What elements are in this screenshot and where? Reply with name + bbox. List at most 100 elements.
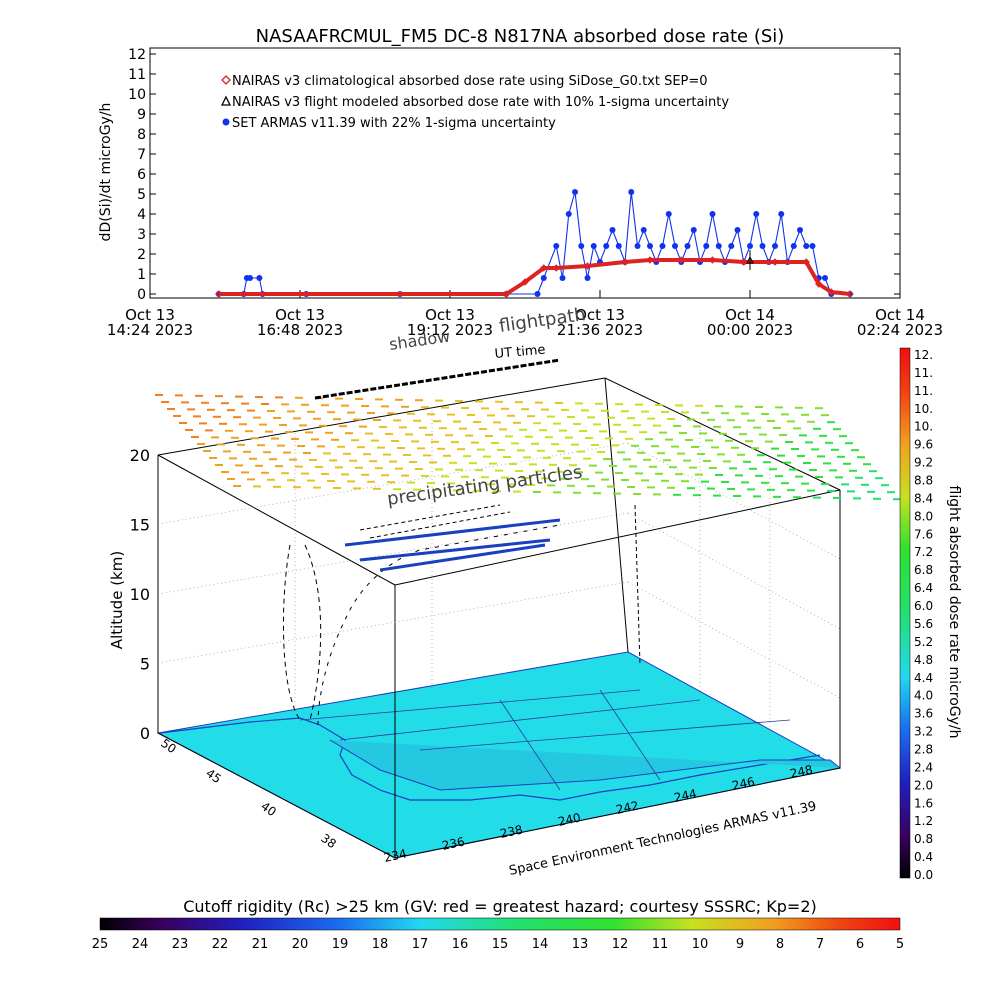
top-x-tick-label-day: Oct 14: [725, 306, 775, 324]
dose-colorbar-tick-label: 10.: [914, 402, 933, 416]
top-x-tick-label-time: 00:00 2023: [707, 321, 793, 339]
climatological-data-point: [521, 278, 529, 286]
cutoff-colorbar-tick-label: 8: [776, 937, 784, 952]
armas-data-point: [728, 243, 735, 249]
dose-colorbar-tick-label: 8.0: [914, 509, 933, 523]
chart-title: NASAAFRCMUL_FM5 DC-8 N817NA absorbed dos…: [256, 26, 785, 47]
top-y-tick-label: 0: [137, 287, 146, 303]
armas-data-point: [572, 189, 578, 195]
annotation-shadow: shadow: [388, 327, 451, 354]
dose-colorbar-tick-label: 12.: [914, 348, 933, 362]
dose-rate-dash-field: [155, 394, 901, 501]
cutoff-colorbar-tick-label: 25: [92, 937, 109, 952]
armas-data-point: [534, 291, 541, 297]
armas-data-point: [747, 243, 753, 249]
top-y-axis-label: dD(Si)/dt microGy/h: [98, 103, 114, 242]
climatological-data-point: [502, 290, 510, 298]
cutoff-colorbar-tick-label: 15: [492, 937, 509, 952]
map-land-edge: [329, 739, 841, 791]
top-x-tick-label-day: Oct 14: [875, 306, 925, 324]
armas-data-point: [603, 243, 610, 249]
longitude-tick-label: 244: [673, 786, 698, 804]
armas-data-point: [778, 211, 785, 217]
flight-modeled-data-point: [746, 255, 754, 264]
armas-data-point: [703, 243, 710, 249]
armas-data-point: [797, 227, 803, 233]
armas-data-point: [772, 243, 778, 249]
armas-data-point: [665, 211, 672, 217]
armas-data-point: [684, 243, 691, 249]
legend-diamond-marker: [221, 75, 231, 85]
armas-data-point: [690, 227, 697, 233]
flightpath-descent: [634, 504, 641, 666]
armas-data-point: [565, 211, 572, 217]
latitude-tick-label: 38: [318, 831, 339, 851]
legend-triangle-marker: [220, 95, 232, 106]
top-y-tick-label: 8: [137, 127, 146, 143]
climatological-data-point: [708, 256, 717, 264]
armas-data-point: [628, 189, 635, 195]
annotation-ut-time: UT time: [494, 343, 546, 362]
altitude-3d-panel: shadow flightpath UT time precipitating …: [108, 304, 901, 879]
top-x-tick-label-time: 19:12 2023: [407, 321, 493, 339]
armas-data-point: [609, 227, 616, 233]
dose-colorbar-tick-label: 0.4: [914, 850, 933, 864]
altitude-tick-label: 5: [140, 655, 150, 674]
top-y-tick-label: 7: [137, 147, 146, 163]
dose-colorbar-tick-label: 6.0: [914, 599, 933, 613]
dose-colorbar-tick-label: 3.2: [914, 725, 933, 739]
cutoff-colorbar-tick-label: 11: [652, 937, 669, 952]
top-y-tick-label: 10: [128, 87, 146, 103]
armas-data-point: [659, 243, 666, 249]
armas-data-point: [822, 275, 828, 281]
dose-colorbar-tick-label: 4.8: [914, 653, 933, 667]
armas-data-point: [590, 243, 597, 249]
altitude-tick-label: 20: [130, 446, 150, 465]
top-y-tick-label: 11: [128, 67, 146, 83]
flightpath-3d: [317, 524, 561, 726]
top-y-tick-label: 9: [137, 107, 146, 123]
armas-data-point: [256, 275, 263, 281]
shadow-path: [314, 358, 561, 400]
flightpath-high-altitude: [344, 518, 561, 572]
top-x-tick-label-time: 02:24 2023: [857, 321, 943, 339]
dose-colorbar-label: flight absorbed dose rate microGy/h: [946, 486, 962, 739]
cutoff-colorbar-fill: [99, 917, 901, 931]
legend-entry-label: NAIRAS v3 flight modeled absorbed dose r…: [232, 95, 729, 110]
dose-colorbar-tick-label: 1.6: [914, 796, 933, 810]
top-x-tick-label-day: Oct 13: [125, 306, 175, 324]
cutoff-colorbar-tick-label: 20: [292, 937, 309, 952]
cutoff-colorbar-tick-label: 17: [412, 937, 429, 952]
armas-data-point: [553, 243, 560, 249]
series-line-armas: [218, 191, 850, 295]
climatological-data-point: [815, 280, 823, 288]
dose-colorbar-tick-label: 2.4: [914, 760, 933, 774]
longitude-tick-label: 236: [441, 834, 466, 852]
armas-data-point: [715, 243, 722, 249]
armas-data-point: [672, 243, 678, 249]
cutoff-colorbar-tick-label: 10: [692, 937, 709, 952]
altitude-tick-label: 10: [130, 585, 150, 604]
dose-colorbar-tick-label: 0.0: [914, 868, 933, 882]
top-x-tick-label-day: Oct 13: [425, 306, 475, 324]
dose-colorbar-tick-label: 6.8: [914, 563, 933, 577]
climatological-data-point: [552, 264, 560, 272]
climatological-data-point: [677, 256, 685, 264]
armas-data-point: [809, 243, 816, 249]
dose-rate-colorbar: 0.0 0.4 0.8 1.2 1.6 2.0 2.4 2.8 3.2 3.6 4.0 4.4 4.8 5…: [899, 347, 962, 882]
altitude-axis-label: Altitude (km): [108, 551, 126, 649]
dose-colorbar-fill: [899, 347, 911, 879]
armas-data-point: [803, 243, 810, 249]
3d-box-frame: [157, 377, 841, 859]
cutoff-colorbar-tick-label: 24: [132, 937, 149, 952]
longitude-tick-label: 248: [789, 762, 814, 780]
armas-data-point: [640, 227, 647, 233]
climatological-data-point: [827, 288, 835, 296]
dose-colorbar-tick-label: 5.2: [914, 635, 933, 649]
climatological-data-point: [771, 258, 779, 266]
longitude-tick-label: 238: [499, 822, 524, 840]
altitude-tick-label: 0: [140, 724, 150, 743]
altitude-tick-label: 15: [130, 516, 150, 535]
